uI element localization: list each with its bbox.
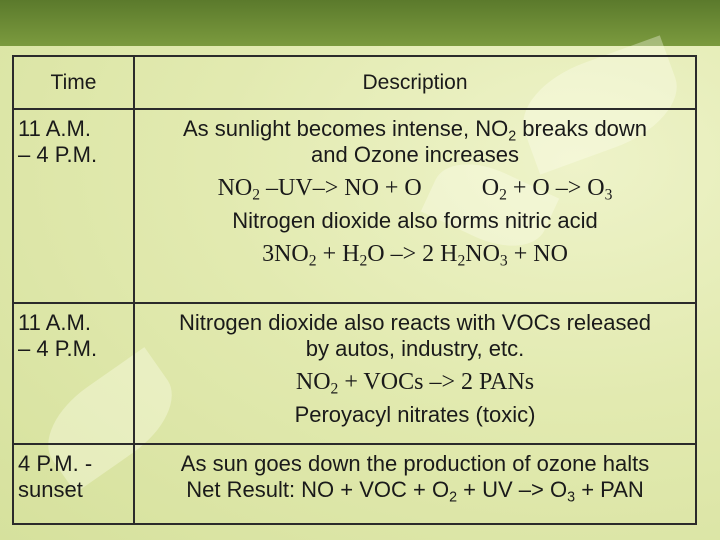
- description-text: As sun goes down the production of ozone…: [180, 451, 650, 476]
- top-band: [0, 0, 720, 46]
- description-text: Peroyacyl nitrates (toxic): [294, 402, 536, 427]
- subscript: 3: [567, 489, 576, 506]
- time-cell: 4 P.M. - sunset: [12, 443, 135, 525]
- description-text: NO: [295, 369, 331, 395]
- header-cell: Description: [133, 55, 697, 110]
- description-text: Nitrogen dioxide also forms nitric acid: [232, 208, 598, 233]
- time-text: – 4 P.M.: [18, 336, 98, 361]
- subscript: 2: [499, 186, 507, 204]
- description-cell: As sun goes down the production of ozone…: [133, 443, 697, 525]
- description-text: –UV–> NO + O O: [260, 175, 500, 201]
- description-text: + UV –> O: [457, 477, 568, 502]
- time-text: 11 A.M.: [18, 310, 91, 335]
- subscript: 3: [499, 252, 508, 270]
- description-line: Peroyacyl nitrates (toxic): [139, 402, 691, 428]
- description-line: Net Result: NO + VOC + O2 + UV –> O3 + P…: [139, 477, 691, 506]
- subscript: 2: [330, 380, 339, 398]
- description-text: + H: [316, 241, 360, 267]
- time-cell: 11 A.M. – 4 P.M.: [12, 302, 135, 445]
- description-line: NO2 + VOCs –> 2 PANs: [139, 362, 691, 402]
- subscript: 2: [252, 186, 261, 204]
- description-text: Net Result: NO + VOC + O: [186, 477, 450, 502]
- description-text: 3NO: [262, 241, 309, 267]
- time-text: sunset: [18, 477, 83, 502]
- time-text: 11 A.M.: [18, 116, 91, 141]
- description-line: As sun goes down the production of ozone…: [139, 451, 691, 477]
- description-text: NO: [465, 241, 500, 267]
- description-line: Nitrogen dioxide also reacts with VOCs r…: [139, 310, 691, 336]
- description-line: by autos, industry, etc.: [139, 336, 691, 362]
- subscript: 2: [308, 252, 317, 270]
- subscript: 3: [604, 186, 613, 204]
- subscript: 2: [508, 128, 517, 145]
- description-text: Nitrogen dioxide also reacts with VOCs r…: [178, 310, 651, 335]
- description-line: 3NO2 + H2O –> 2 H2NO3 + NO: [139, 234, 691, 274]
- description-text: and Ozone increases: [311, 142, 519, 167]
- description-text: + NO: [507, 241, 568, 267]
- header-cell: Time: [12, 55, 135, 110]
- description-line: NO2 –UV–> NO + O O2 + O –> O3: [139, 168, 691, 208]
- description-cell: Nitrogen dioxide also reacts with VOCs r…: [133, 302, 697, 445]
- subscript: 2: [449, 489, 458, 506]
- description-line: As sunlight becomes intense, NO2 breaks …: [139, 116, 691, 145]
- description-text: As sunlight becomes intense, NO: [182, 116, 509, 141]
- description-text: breaks down: [516, 116, 648, 141]
- description-cell: As sunlight becomes intense, NO2 breaks …: [133, 108, 697, 304]
- description-line: and Ozone increases: [139, 142, 691, 168]
- description-text: + VOCs –> 2 PANs: [338, 369, 535, 395]
- subscript: 2: [359, 252, 368, 270]
- description-line: Nitrogen dioxide also forms nitric acid: [139, 208, 691, 234]
- description-text: + PAN: [575, 477, 644, 502]
- description-text: by autos, industry, etc.: [305, 336, 525, 361]
- time-cell: 11 A.M. – 4 P.M.: [12, 108, 135, 304]
- description-text: + O –> O: [506, 175, 605, 201]
- time-text: – 4 P.M.: [18, 142, 98, 167]
- description-text: O –> 2 H: [367, 241, 458, 267]
- description-text: NO: [217, 175, 253, 201]
- time-text: 4 P.M. -: [18, 451, 93, 476]
- subscript: 2: [457, 252, 466, 270]
- table: Time Description 11 A.M. – 4 P.M. As sunl…: [12, 55, 697, 525]
